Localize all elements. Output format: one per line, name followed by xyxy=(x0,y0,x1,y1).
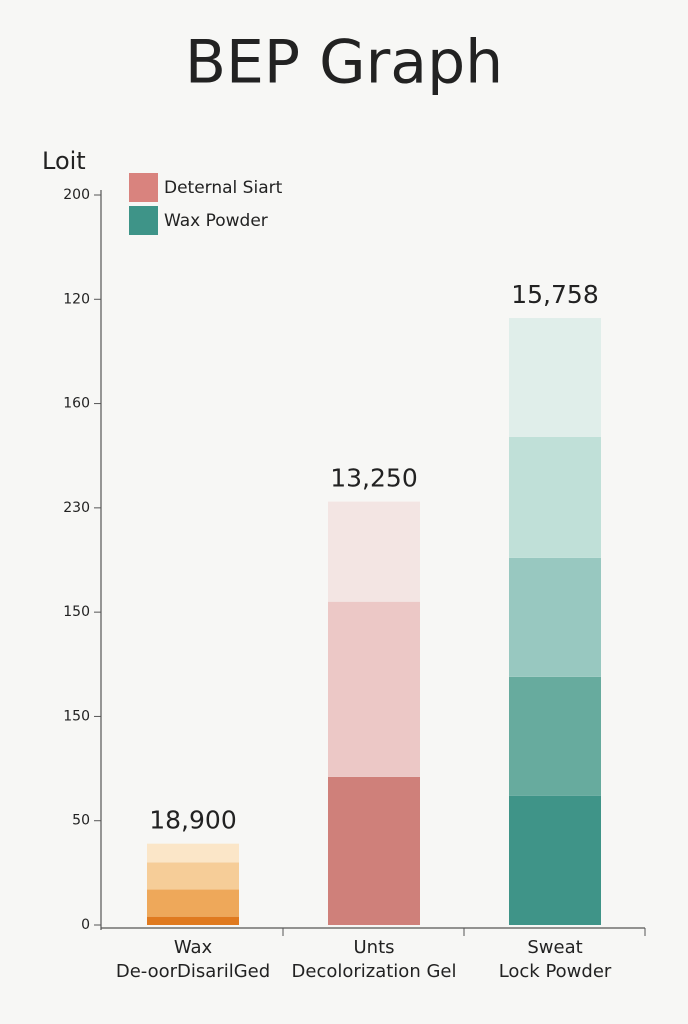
y-axis-label: Loit xyxy=(42,147,86,175)
legend-swatch xyxy=(129,173,158,202)
bar-segment xyxy=(509,436,601,558)
bar-segment xyxy=(509,318,601,437)
total-label: 13,250 xyxy=(330,464,417,493)
y-tick-label: 150 xyxy=(63,604,90,620)
y-tick-label: 200 xyxy=(63,187,90,203)
x-tick-label: Wax xyxy=(174,937,213,958)
legend-label: Wax Powder xyxy=(164,211,268,231)
y-tick-label: 120 xyxy=(63,291,90,307)
bar-segment xyxy=(147,862,239,890)
bar-segment xyxy=(509,676,601,796)
x-tick-label: Lock Powder xyxy=(499,961,612,982)
bar-segment xyxy=(328,776,420,925)
y-tick-label: 50 xyxy=(72,813,90,829)
bar-segment xyxy=(328,601,420,777)
legend-label: Deternal Siart xyxy=(164,178,283,198)
x-tick-label: Decolorization Gel xyxy=(292,961,457,982)
y-tick-label: 160 xyxy=(63,396,90,412)
y-tick-label: 0 xyxy=(81,917,90,933)
total-label: 18,900 xyxy=(149,806,236,835)
x-tick-label: Unts xyxy=(353,937,394,958)
y-tick-label: 150 xyxy=(63,708,90,724)
bar-segment xyxy=(328,501,420,602)
legend-swatch xyxy=(129,206,158,235)
bar-segment xyxy=(147,843,239,863)
y-tick-label: 230 xyxy=(63,500,90,516)
chart-title: BEP Graph xyxy=(185,28,503,98)
bar-segment xyxy=(147,916,239,925)
bar-segment xyxy=(509,795,601,925)
x-tick-label: Sweat xyxy=(527,937,582,958)
bar-segment xyxy=(147,889,239,917)
bar-segment xyxy=(509,557,601,677)
total-label: 15,758 xyxy=(511,280,598,309)
x-tick-label: De-oorDisarilGed xyxy=(116,961,270,982)
